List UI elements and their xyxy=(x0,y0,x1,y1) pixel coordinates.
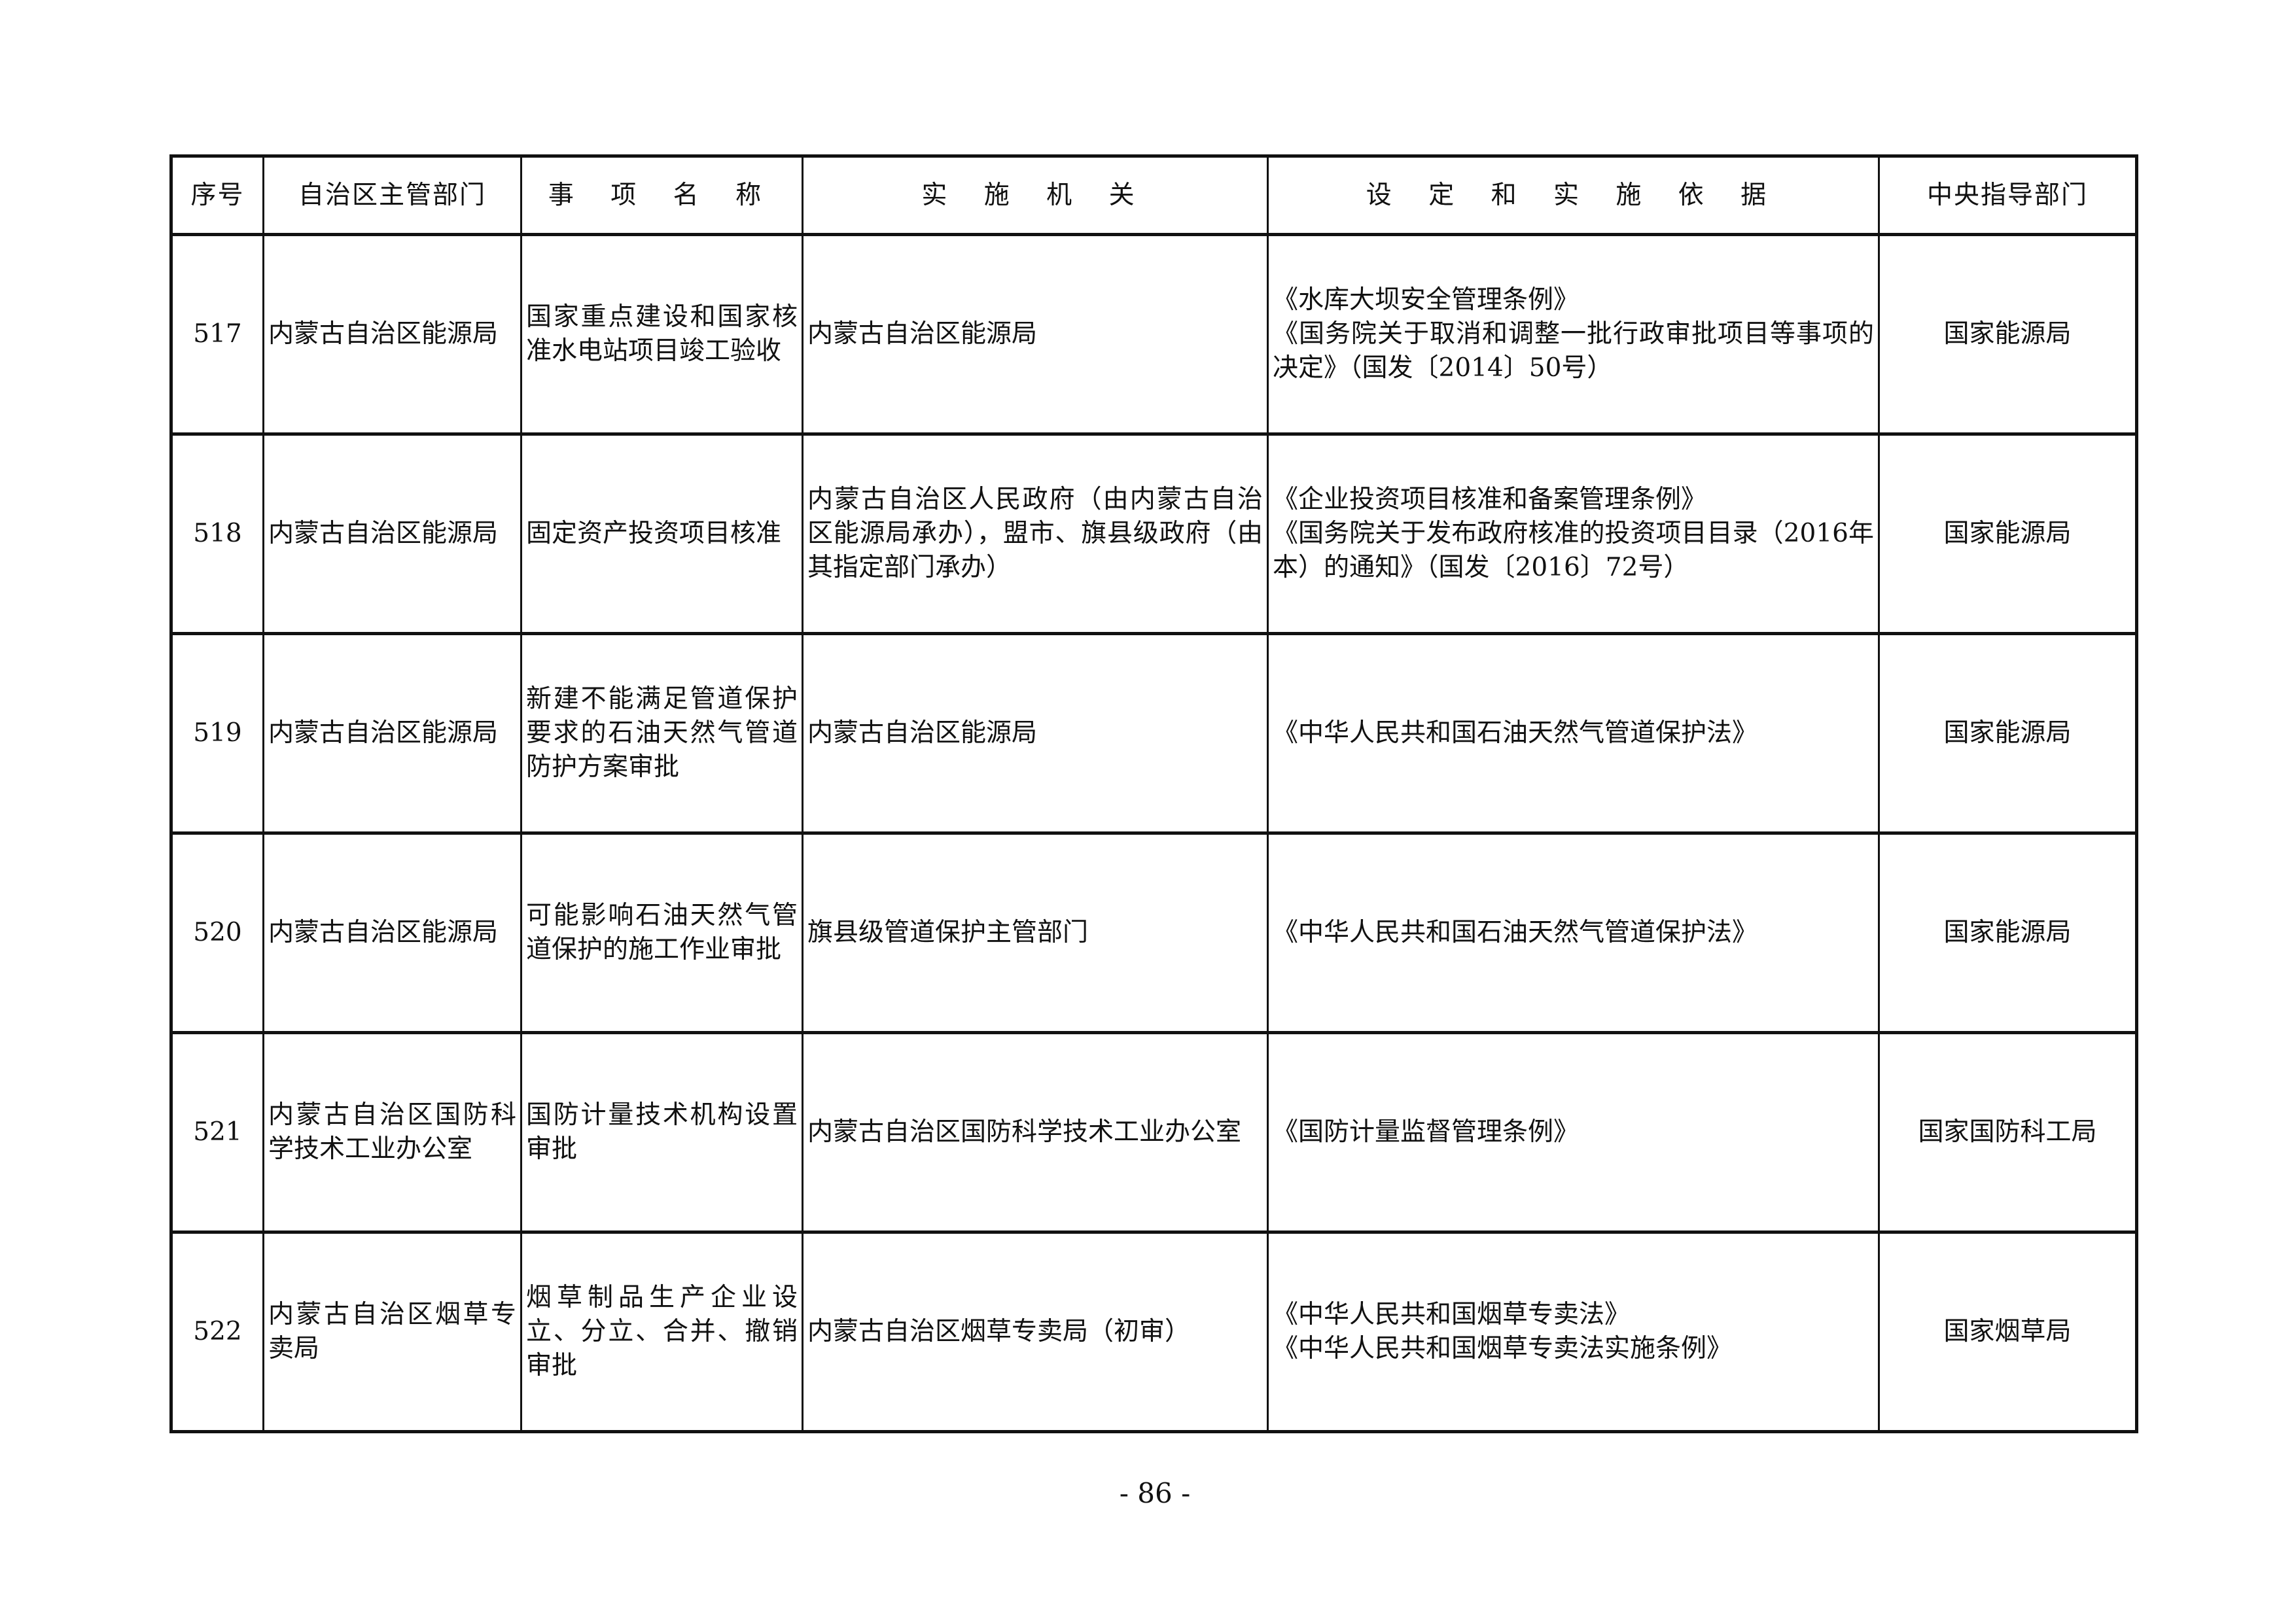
table-header: 序号 自治区主管部门 事 项 名 称 实 施 机 关 设 定 和 实 施 依 据… xyxy=(170,155,2138,236)
cell-dept: 内蒙古自治区能源局 xyxy=(262,831,522,1034)
header-agency: 实 施 机 关 xyxy=(802,155,1269,236)
cell-agency: 内蒙古自治区国防科学技术工业办公室 xyxy=(802,1031,1269,1234)
basis-line: 《中华人民共和国石油天然气管道保护法》 xyxy=(1273,918,1758,947)
basis-line: 《企业投资项目核准和备案管理条例》 xyxy=(1273,485,1707,514)
table-row: 522 内蒙古自治区烟草专卖局 烟草制品生产企业设立、分立、合并、撤销审批 内蒙古自治… xyxy=(170,1230,2138,1433)
cell-agency: 内蒙古自治区能源局 xyxy=(802,233,1269,436)
cell-no: 521 xyxy=(170,1031,264,1234)
cell-no: 522 xyxy=(170,1230,264,1433)
cell-dept: 内蒙古自治区能源局 xyxy=(262,632,522,835)
cell-no: 520 xyxy=(170,831,264,1034)
cell-basis: 《中华人民共和国烟草专卖法》《中华人民共和国烟草专卖法实施条例》 xyxy=(1267,1230,1880,1433)
cell-dept: 内蒙古自治区烟草专卖局 xyxy=(262,1230,522,1433)
cell-dept: 内蒙古自治区能源局 xyxy=(262,233,522,436)
basis-line: 《国务院关于取消和调整一批行政审批项目等事项的决定》（国发〔2014〕50号） xyxy=(1273,319,1874,383)
basis-line: 《中华人民共和国烟草专卖法》 xyxy=(1273,1300,1631,1329)
cell-central: 国家烟草局 xyxy=(1878,1230,2138,1433)
cell-basis: 《国防计量监督管理条例》 xyxy=(1267,1031,1880,1234)
cell-basis: 《中华人民共和国石油天然气管道保护法》 xyxy=(1267,632,1880,835)
cell-item: 国家重点建设和国家核准水电站项目竣工验收 xyxy=(520,233,804,436)
basis-line: 《中华人民共和国石油天然气管道保护法》 xyxy=(1273,718,1758,748)
cell-basis: 《水库大坝安全管理条例》《国务院关于取消和调整一批行政审批项目等事项的决定》（国… xyxy=(1267,233,1880,436)
cell-no: 517 xyxy=(170,233,264,436)
table-row: 521 内蒙古自治区国防科学技术工业办公室 国防计量技术机构设置审批 内蒙古自治区国防… xyxy=(170,1031,2138,1234)
cell-central: 国家能源局 xyxy=(1878,632,2138,835)
header-basis: 设 定 和 实 施 依 据 xyxy=(1267,155,1880,236)
header-dept: 自治区主管部门 xyxy=(262,155,522,236)
cell-agency: 旗县级管道保护主管部门 xyxy=(802,831,1269,1034)
cell-item: 国防计量技术机构设置审批 xyxy=(520,1031,804,1234)
cell-item: 固定资产投资项目核准 xyxy=(520,432,804,635)
cell-central: 国家能源局 xyxy=(1878,831,2138,1034)
cell-dept: 内蒙古自治区国防科学技术工业办公室 xyxy=(262,1031,522,1234)
cell-dept: 内蒙古自治区能源局 xyxy=(262,432,522,635)
cell-no: 519 xyxy=(170,632,264,835)
cell-central: 国家能源局 xyxy=(1878,432,2138,635)
table-row: 517 内蒙古自治区能源局 国家重点建设和国家核准水电站项目竣工验收 内蒙古自治区能源… xyxy=(170,233,2138,436)
cell-no: 518 xyxy=(170,432,264,635)
header-no: 序号 xyxy=(170,155,264,236)
table-row: 518 内蒙古自治区能源局 固定资产投资项目核准 内蒙古自治区人民政府（由内蒙古自治区… xyxy=(170,432,2138,635)
page-number: - 86 - xyxy=(1119,1477,1191,1509)
cell-agency: 内蒙古自治区烟草专卖局（初审） xyxy=(802,1230,1269,1433)
cell-item: 新建不能满足管道保护要求的石油天然气管道防护方案审批 xyxy=(520,632,804,835)
header-item: 事 项 名 称 xyxy=(520,155,804,236)
cell-item: 烟草制品生产企业设立、分立、合并、撤销审批 xyxy=(520,1230,804,1433)
cell-basis: 《企业投资项目核准和备案管理条例》《国务院关于发布政府核准的投资项目目录（201… xyxy=(1267,432,1880,635)
header-central: 中央指导部门 xyxy=(1878,155,2138,236)
cell-item: 可能影响石油天然气管道保护的施工作业审批 xyxy=(520,831,804,1034)
cell-central: 国家国防科工局 xyxy=(1878,1031,2138,1234)
cell-central: 国家能源局 xyxy=(1878,233,2138,436)
cell-agency: 内蒙古自治区能源局 xyxy=(802,632,1269,835)
basis-line: 《水库大坝安全管理条例》 xyxy=(1273,285,1580,315)
cell-basis: 《中华人民共和国石油天然气管道保护法》 xyxy=(1267,831,1880,1034)
basis-line: 《国务院关于发布政府核准的投资项目目录（2016年本）的通知》（国发〔2016〕… xyxy=(1273,519,1874,582)
cell-agency: 内蒙古自治区人民政府（由内蒙古自治区能源局承办），盟市、旗县级政府（由其指定部门… xyxy=(802,432,1269,635)
table-row: 520 内蒙古自治区能源局 可能影响石油天然气管道保护的施工作业审批 旗县级管道保护主… xyxy=(170,831,2138,1034)
basis-line: 《中华人民共和国烟草专卖法实施条例》 xyxy=(1273,1334,1733,1363)
basis-line: 《国防计量监督管理条例》 xyxy=(1273,1117,1580,1147)
approval-items-table: 序号 自治区主管部门 事 项 名 称 实 施 机 关 设 定 和 实 施 依 据… xyxy=(169,154,2138,1433)
table-row: 519 内蒙古自治区能源局 新建不能满足管道保护要求的石油天然气管道防护方案审批 内蒙… xyxy=(170,632,2138,835)
